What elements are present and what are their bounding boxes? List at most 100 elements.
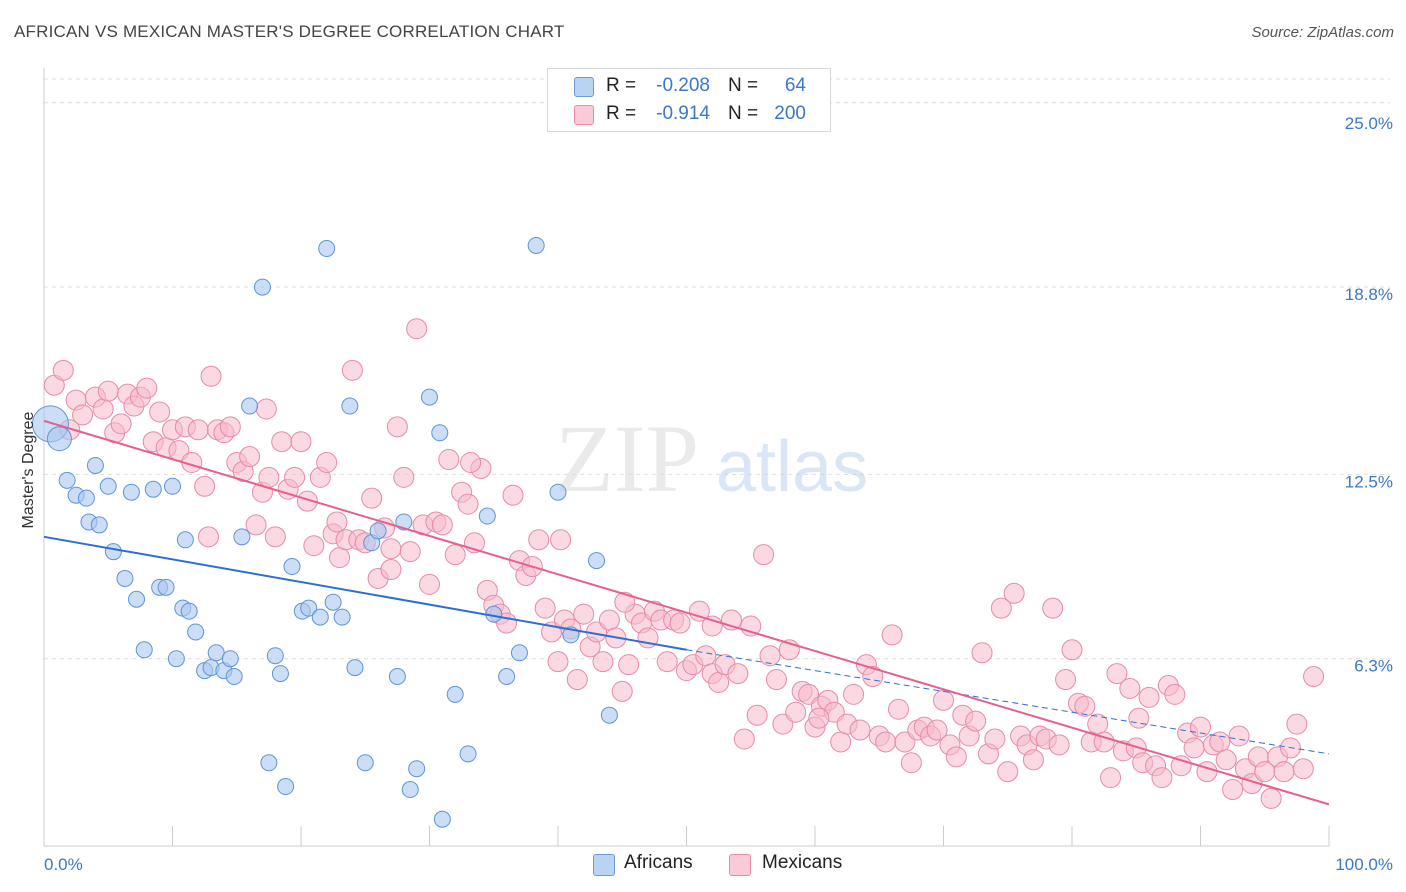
africans-point bbox=[333, 608, 351, 626]
mexicans-point bbox=[875, 731, 897, 753]
mexicans-point bbox=[200, 365, 222, 387]
mexicans-point bbox=[92, 398, 114, 420]
mexicans-point bbox=[1215, 749, 1237, 771]
mexicans-point bbox=[759, 645, 781, 667]
africans-point bbox=[128, 590, 146, 608]
mexicans-point bbox=[1151, 767, 1173, 789]
mexicans-point bbox=[239, 446, 261, 468]
mexicans-n-label: N = bbox=[728, 103, 759, 124]
y-tick-label: 12.5% bbox=[1345, 472, 1393, 491]
africans-point bbox=[164, 477, 181, 495]
africans-point bbox=[431, 424, 449, 442]
africans-point bbox=[46, 426, 72, 452]
mexicans-point bbox=[618, 654, 640, 676]
mexicans-point bbox=[438, 449, 460, 471]
africans-point bbox=[588, 552, 606, 570]
africans-point bbox=[271, 665, 289, 683]
africans-point bbox=[266, 647, 284, 665]
mexicans-point bbox=[52, 359, 74, 381]
mexicans-point bbox=[945, 746, 967, 768]
mexicans-point bbox=[258, 466, 280, 488]
mexicans-point bbox=[1183, 737, 1205, 759]
mexicans-point bbox=[808, 707, 830, 729]
africans-point bbox=[58, 471, 76, 489]
africans-point bbox=[86, 456, 104, 474]
africans-point bbox=[77, 489, 95, 507]
africans-point bbox=[122, 483, 140, 501]
africans-point bbox=[104, 543, 122, 561]
africans-point bbox=[225, 668, 243, 686]
watermark-zip: ZIP bbox=[555, 405, 699, 512]
africans-point bbox=[283, 558, 301, 576]
mexicans-point bbox=[598, 609, 620, 631]
africans-swatch bbox=[574, 77, 594, 97]
mexicans-point bbox=[303, 535, 325, 557]
mexicans-legend-swatch bbox=[729, 854, 751, 876]
mexicans-point bbox=[1074, 695, 1096, 717]
mexicans-point bbox=[547, 651, 569, 673]
mexicans-point bbox=[888, 698, 910, 720]
mexicans-point bbox=[245, 514, 267, 536]
mexicans-point bbox=[1138, 686, 1160, 708]
mexicans-point bbox=[326, 511, 348, 533]
mexicans-point bbox=[296, 490, 318, 512]
mexicans-point bbox=[399, 541, 421, 563]
mexicans-point bbox=[1106, 663, 1128, 685]
mexicans-point bbox=[566, 669, 588, 691]
africans-point bbox=[260, 754, 278, 772]
mexicans-point bbox=[688, 600, 710, 622]
mexicans-point bbox=[380, 538, 402, 560]
mexicans-point bbox=[1286, 713, 1308, 735]
mexicans-point bbox=[72, 404, 94, 426]
mexicans-point bbox=[264, 526, 286, 548]
mexicans-point bbox=[393, 466, 415, 488]
mexicans-point bbox=[457, 493, 479, 515]
africans-point bbox=[135, 641, 153, 659]
africans-r-value: -0.208 bbox=[656, 75, 710, 96]
mexicans-point bbox=[502, 484, 524, 506]
mexicans-point bbox=[1292, 758, 1314, 780]
mexicans-point bbox=[361, 487, 383, 509]
mexicans-point bbox=[431, 514, 453, 536]
mexicans-point bbox=[380, 559, 402, 581]
mexicans-point bbox=[550, 529, 572, 551]
mexicans-point bbox=[862, 666, 884, 688]
mexicans-point bbox=[990, 597, 1012, 619]
mexicans-point bbox=[926, 719, 948, 741]
mexicans-point bbox=[573, 603, 595, 625]
mexicans-point bbox=[1196, 761, 1218, 783]
mexicans-point bbox=[933, 689, 954, 711]
africans-point bbox=[388, 668, 406, 686]
africans-point bbox=[346, 659, 364, 677]
africans-point bbox=[221, 650, 239, 668]
mexicans-point bbox=[785, 701, 807, 723]
y-tick-label: 18.8% bbox=[1345, 285, 1393, 304]
y-tick-label: 6.3% bbox=[1354, 657, 1393, 676]
africans-point bbox=[300, 599, 318, 617]
mexicans-point bbox=[1273, 761, 1295, 783]
mexicans-legend-label: Mexicans bbox=[762, 852, 843, 873]
africans-point bbox=[459, 745, 477, 763]
mexicans-point bbox=[528, 529, 550, 551]
mexicans-point bbox=[695, 645, 717, 667]
x-tick-label-max: 100.0% bbox=[1335, 855, 1393, 874]
mexicans-point bbox=[1048, 734, 1070, 756]
africans-point bbox=[498, 668, 516, 686]
mexicans-point bbox=[765, 669, 787, 691]
africans-points bbox=[31, 236, 618, 828]
africans-point bbox=[90, 516, 108, 534]
africans-point bbox=[549, 483, 567, 501]
mexicans-point bbox=[733, 728, 755, 750]
mexicans-point bbox=[149, 401, 171, 423]
mexicans-point bbox=[460, 452, 482, 473]
africans-point bbox=[324, 593, 342, 611]
mexicans-point bbox=[110, 413, 132, 435]
africans-point bbox=[395, 513, 413, 531]
mexicans-point bbox=[1093, 731, 1115, 753]
africans-point bbox=[356, 754, 374, 772]
legend-row-africans: R = -0.208 N = 64 bbox=[548, 72, 830, 100]
africans-regression-line bbox=[43, 535, 687, 651]
mexicans-point bbox=[614, 591, 636, 613]
mexicans-point bbox=[1003, 582, 1025, 604]
